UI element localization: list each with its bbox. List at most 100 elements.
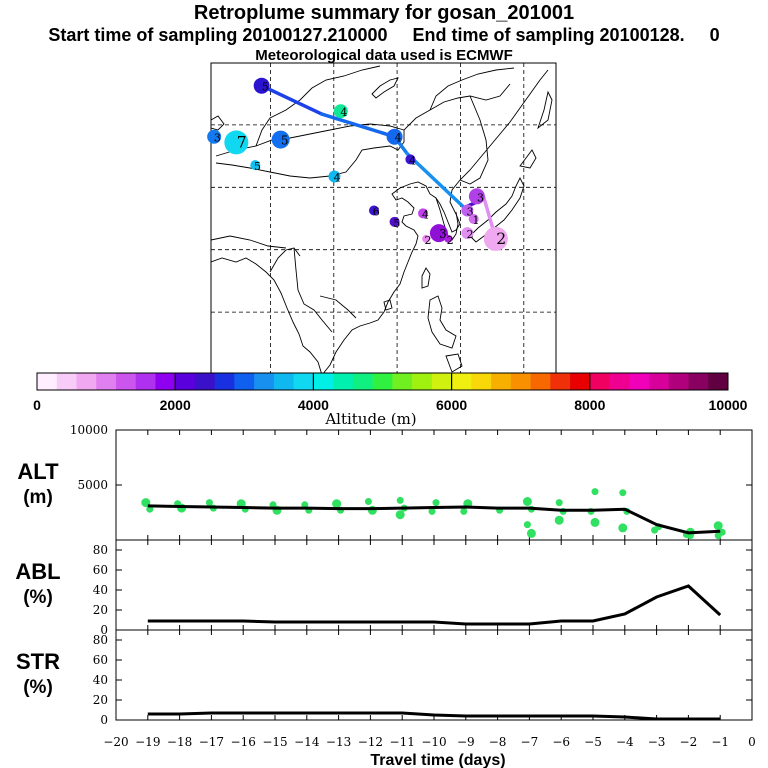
cluster-point <box>619 489 627 497</box>
y-tick-label: 40 <box>93 673 108 687</box>
colorbar-swatch <box>708 373 729 390</box>
colorbar-swatch <box>214 373 235 390</box>
panel-frame <box>115 539 753 631</box>
x-tick-label: −4 <box>616 735 634 749</box>
cluster-point <box>332 499 342 509</box>
x-tick-label: −14 <box>294 735 320 749</box>
cluster-label: 4 <box>334 171 341 184</box>
colorbar-tick-label: 8000 <box>574 397 605 413</box>
cluster-label: 2 <box>425 234 432 247</box>
colorbar-swatch <box>688 373 709 390</box>
mean-altitude-line <box>147 504 721 535</box>
cluster-circle <box>333 104 348 119</box>
y-tick-label: 0 <box>100 713 108 727</box>
colorbar-tick-label: 2000 <box>160 397 191 413</box>
cluster-point <box>205 499 213 507</box>
y-axis-label: ALT <box>17 459 59 484</box>
x-tick-label: −13 <box>326 735 351 749</box>
colorbar-swatch <box>135 373 156 390</box>
x-tick-label: −19 <box>135 735 160 749</box>
x-tick-label: −12 <box>358 735 383 749</box>
x-tick-label: −15 <box>262 735 287 749</box>
y-tick-label: 20 <box>93 693 108 707</box>
cluster-circle <box>468 214 479 224</box>
cluster-circle <box>429 224 448 243</box>
colorbar-swatch <box>352 373 373 390</box>
x-tick-label: −20 <box>103 735 128 749</box>
cluster-point <box>364 498 372 505</box>
x-tick-label: −6 <box>552 735 570 749</box>
x-tick-label: −7 <box>521 735 539 749</box>
colorbar-swatch <box>115 373 137 390</box>
colorbar-swatch <box>313 373 334 390</box>
cluster-circle <box>418 208 429 219</box>
y-axis-label: (%) <box>23 587 53 608</box>
cluster-label: 5 <box>393 217 400 230</box>
colorbar-swatch <box>392 373 413 390</box>
colorbar-swatch <box>471 373 492 390</box>
cluster-label: 5 <box>262 81 269 94</box>
cluster-circle <box>422 234 431 243</box>
cluster-label: 5 <box>281 134 288 148</box>
y-axis-label: (m) <box>23 487 53 508</box>
cluster-point <box>432 499 440 507</box>
x-tick-labels: −20 −19 −18 −17 −16 −15 −14 −13 −12 −11 −10 −9 −8 −7−… <box>103 735 755 749</box>
colorbar-swatch <box>333 373 354 390</box>
cluster-label: 4 <box>395 132 402 145</box>
cluster-label: 3 <box>439 227 446 241</box>
colorbar-swatch <box>194 373 215 390</box>
colorbar-frame <box>36 372 729 391</box>
cluster-label: 7 <box>237 133 247 151</box>
met-data-note: Meteorological data used is ECMWF <box>255 47 513 64</box>
panel-frame <box>115 629 753 721</box>
cluster-circle <box>369 205 380 216</box>
cluster-point <box>713 521 723 531</box>
colorbar-swatch <box>589 373 610 390</box>
x-axis-label: Travel time (days) <box>370 752 505 768</box>
cluster-label: 1 <box>472 214 479 227</box>
cluster-label: 4 <box>340 106 347 119</box>
x-tick-label: −5 <box>584 735 602 749</box>
graticule <box>211 63 556 375</box>
map-frame <box>210 62 557 376</box>
cluster-circle <box>253 77 270 94</box>
cluster-point <box>428 507 436 515</box>
cluster-label: 2 <box>447 234 454 247</box>
colorbar-swatch <box>96 373 117 390</box>
colorbar-tick-label: 4000 <box>298 397 329 413</box>
cluster-point <box>618 523 628 533</box>
colorbar-swatch <box>273 373 294 390</box>
colorbar-swatch <box>155 373 176 390</box>
cluster-circle <box>461 227 474 240</box>
cluster-label: 4 <box>409 154 416 167</box>
cluster-circle <box>328 170 341 183</box>
colorbar-swatch <box>649 373 670 390</box>
x-tick-label: −11 <box>390 735 415 749</box>
chart-title: Retroplume summary for gosan_201001 <box>193 2 575 24</box>
colorbar-swatch <box>609 373 630 390</box>
cluster-point <box>236 499 246 509</box>
cluster-circle <box>444 234 453 243</box>
colorbar-swatch <box>491 373 512 390</box>
mean-trajectory-segment <box>320 112 397 139</box>
colorbar-swatch <box>550 373 571 390</box>
y-axis-label: ABL <box>15 559 60 584</box>
y-axis-label: (%) <box>23 677 53 698</box>
colorbar-swatch <box>570 373 591 390</box>
x-tick-label: −2 <box>680 735 698 749</box>
cluster-circle <box>207 129 222 144</box>
cluster-point <box>591 488 599 496</box>
mean-trajectory-segment <box>405 152 466 210</box>
y-tick-label: 0 <box>100 623 108 637</box>
colorbar-swatch <box>510 373 531 390</box>
x-tick-label: −10 <box>421 735 446 749</box>
str-line <box>147 711 721 721</box>
cluster-point <box>714 532 722 540</box>
colorbar-swatch <box>37 373 58 390</box>
cluster-point <box>590 517 600 527</box>
panel-abl: 0 20 40 60 80 ABL (%) <box>15 539 753 637</box>
cluster-circle <box>468 188 485 205</box>
